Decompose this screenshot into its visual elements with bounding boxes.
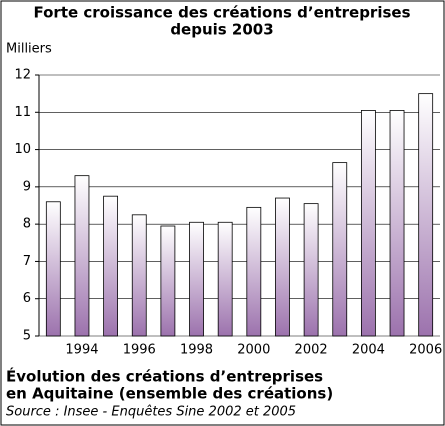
bar xyxy=(389,110,405,337)
y-tick-label: 10 xyxy=(14,142,31,157)
bar xyxy=(360,110,376,337)
y-tick-label: 7 xyxy=(23,254,31,269)
bar xyxy=(45,201,61,337)
y-axis-label: Milliers xyxy=(6,42,52,57)
bar xyxy=(103,195,119,337)
x-tick-label: 2006 xyxy=(409,343,442,358)
x-tick-label: 2002 xyxy=(295,343,328,358)
x-tick-label: 1998 xyxy=(180,343,213,358)
bar xyxy=(246,206,262,337)
y-tick-label: 6 xyxy=(23,291,31,306)
y-tick-label: 5 xyxy=(23,329,31,344)
bar xyxy=(160,225,176,337)
bar xyxy=(189,221,204,337)
source: Source : Insee - Enquêtes Sine 2002 et 2… xyxy=(6,405,296,420)
y-tick-label: 11 xyxy=(14,105,31,120)
bar xyxy=(332,162,348,337)
x-tick-label: 2004 xyxy=(352,343,385,358)
y-tick-label: 9 xyxy=(23,179,31,194)
x-tick-label: 1996 xyxy=(123,343,156,358)
bar xyxy=(74,175,90,337)
x-tick-label: 2000 xyxy=(237,343,270,358)
bar xyxy=(131,214,147,337)
caption: en Aquitaine (ensemble des créations) xyxy=(6,385,333,403)
caption: Évolution des créations d’entreprises xyxy=(6,367,323,386)
bar xyxy=(303,203,319,337)
bar xyxy=(418,93,434,337)
x-tick-label: 1994 xyxy=(65,343,98,358)
bar xyxy=(217,221,233,337)
y-tick-label: 8 xyxy=(23,217,31,232)
bar xyxy=(275,197,290,337)
y-tick-label: 12 xyxy=(14,68,31,83)
chart-title: Forte croissance des créations d’entrepr… xyxy=(33,4,410,22)
chart-title: depuis 2003 xyxy=(170,21,273,39)
